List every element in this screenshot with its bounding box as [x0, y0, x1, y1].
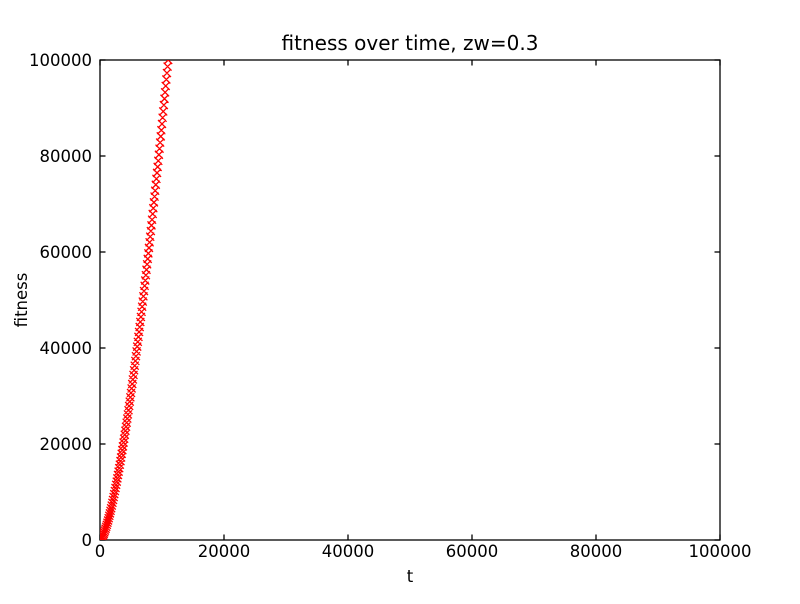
y-tick-label: 0 [82, 531, 93, 550]
axis-tick-labels: 0 20000 40000 60000 80000 100000 0 20000 40000 60… [29, 51, 752, 561]
x-tick-label: 100000 [689, 542, 752, 561]
y-tick-label: 60000 [40, 243, 93, 262]
data-series-group [100, 60, 173, 540]
y-tick-label: 80000 [40, 147, 93, 166]
y-axis-label: fitness [12, 273, 31, 328]
x-tick-label: 60000 [446, 542, 499, 561]
x-tick-label: 80000 [570, 542, 623, 561]
x-tick-label: 40000 [322, 542, 375, 561]
x-axis-label: t [407, 567, 414, 586]
x-tick-label: 20000 [198, 542, 251, 561]
y-tick-label: 20000 [40, 435, 93, 454]
axes-spines [99, 59, 721, 541]
y-tick-label: 40000 [40, 339, 93, 358]
chart-title: fitness over time, zw=0.3 [282, 31, 539, 55]
data-series-fitness [100, 60, 173, 540]
y-tick-label: 100000 [29, 51, 92, 70]
x-tick-label: 0 [95, 542, 106, 561]
